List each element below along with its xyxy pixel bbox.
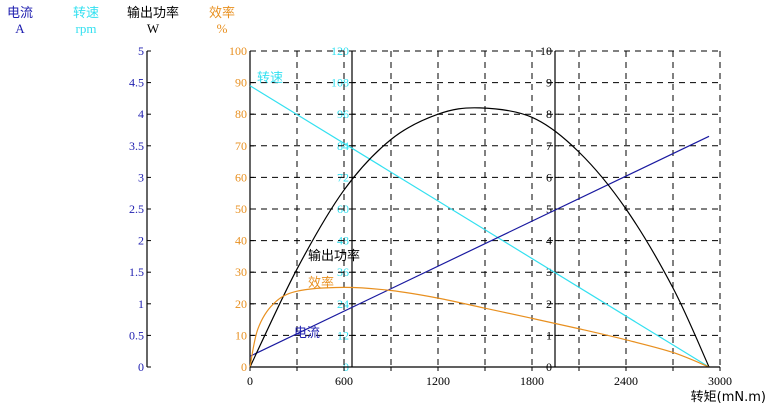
axis-unit-current: A xyxy=(15,21,25,36)
plot-grid xyxy=(250,50,721,367)
y-tick-label: 60 xyxy=(235,170,247,184)
y-tick-label: 90 xyxy=(235,76,247,90)
y-tick-label: 100 xyxy=(229,44,247,58)
curve-efficiency xyxy=(249,286,710,368)
curve-label: 效率 xyxy=(308,275,334,291)
y-tick-label: 5 xyxy=(138,44,144,58)
y-tick-label: 20 xyxy=(235,297,247,311)
y-tick-label: 3.5 xyxy=(129,139,144,153)
y-tick-label: 4.5 xyxy=(129,76,144,90)
axis-unit-power: W xyxy=(147,21,160,36)
x-axis-label: 转矩(mN.m) xyxy=(691,390,766,405)
y-axis-current: 0 0.5 1 1.5 2 2.5 3 3.5 4 4.5 5 xyxy=(129,44,151,374)
y-tick-label: 50 xyxy=(235,202,247,216)
x-tick-label: 600 xyxy=(335,374,353,388)
y-tick-label: 0.5 xyxy=(129,328,144,342)
x-axis: 0 600 1200 1800 2400 3000 转矩(mN.m) xyxy=(247,366,766,405)
x-tick-label: 2400 xyxy=(614,374,638,388)
x-tick-label: 1200 xyxy=(426,374,450,388)
curve-label: 输出功率 xyxy=(308,248,360,264)
y-tick-label: 10 xyxy=(235,328,247,342)
y-tick-label: 2.5 xyxy=(129,202,144,216)
axis-header-current: 电流 xyxy=(7,6,33,21)
y-tick-label: 30 xyxy=(235,265,247,279)
y-tick-label: 80 xyxy=(235,107,247,121)
curve-current xyxy=(249,135,710,357)
x-tick-label: 0 xyxy=(247,374,253,388)
y-tick-label: 0 xyxy=(138,360,144,374)
y-tick-label: 1.5 xyxy=(129,265,144,279)
y-tick-label: 3 xyxy=(138,170,144,184)
y-tick-label: 2 xyxy=(138,234,144,248)
y-tick-label: 4 xyxy=(138,107,144,121)
plot-curves xyxy=(249,85,710,368)
y-tick-label: 70 xyxy=(235,139,247,153)
x-tick-label: 1800 xyxy=(520,374,544,388)
x-tick-label: 3000 xyxy=(708,374,732,388)
axis-header-power: 输出功率 xyxy=(127,5,179,21)
axis-unit-speed: rpm xyxy=(76,21,97,36)
y-tick-label: 10 xyxy=(540,44,552,58)
curve-label: 转速 xyxy=(257,71,283,86)
y-tick-label: 40 xyxy=(235,234,247,248)
curve-speed xyxy=(249,85,710,368)
curve-power xyxy=(249,107,710,368)
y-tick-label: 0 xyxy=(241,360,247,374)
axis-unit-efficiency: % xyxy=(217,21,228,36)
y-tick-label: 1 xyxy=(138,297,144,311)
axis-header-efficiency: 效率 xyxy=(209,5,235,21)
curve-label: 电流 xyxy=(294,326,320,341)
axis-header-speed: 转速 xyxy=(73,6,99,21)
